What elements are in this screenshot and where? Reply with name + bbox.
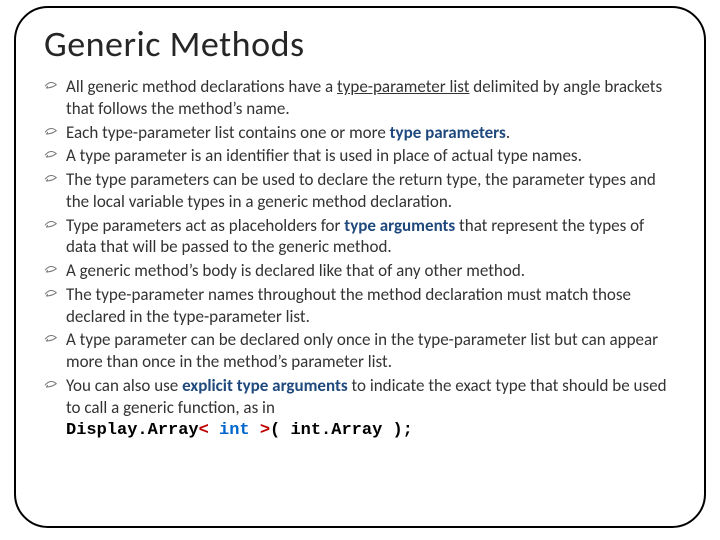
text-run: A type parameter is an identifier that i…: [66, 145, 582, 166]
text-run: Each type-parameter list contains one or…: [66, 122, 390, 143]
key-term: explicit type arguments: [182, 375, 348, 396]
list-item: Type parameters act as placeholders for …: [44, 215, 676, 259]
slide-title: Generic Methods: [44, 22, 676, 66]
text-run: A generic method’s body is declared like…: [66, 260, 525, 281]
code-line: Display.Array< int >( int.Array );: [44, 420, 676, 442]
text-run: The type-parameter names throughout the …: [66, 284, 631, 327]
list-item: A type parameter is an identifier that i…: [44, 145, 676, 167]
code-token: >: [260, 421, 270, 440]
slide: Generic Methods All generic method decla…: [0, 0, 720, 540]
list-item: The type parameters can be used to decla…: [44, 169, 676, 213]
text-run: All generic method declarations have a: [66, 76, 337, 97]
list-item: A generic method’s body is declared like…: [44, 260, 676, 282]
text-run: You can also use: [66, 375, 182, 396]
text-run: Type parameters act as placeholders for: [66, 215, 344, 236]
code-token: Display.Array: [66, 421, 199, 440]
text-run: The type parameters can be used to decla…: [66, 169, 656, 212]
code-token: <: [199, 421, 209, 440]
key-term: type arguments: [344, 215, 455, 236]
list-item: Each type-parameter list contains one or…: [44, 122, 676, 144]
list-item: A type parameter can be declared only on…: [44, 329, 676, 373]
key-term: type parameters: [390, 122, 506, 143]
code-token: ( int.Array );: [270, 421, 413, 440]
list-item: The type-parameter names throughout the …: [44, 284, 676, 328]
code-token: int: [209, 421, 260, 440]
list-item: All generic method declarations have a t…: [44, 76, 676, 120]
text-run: A type parameter can be declared only on…: [66, 329, 658, 372]
list-item: You can also use explicit type arguments…: [44, 375, 676, 419]
text-run: .: [506, 122, 510, 143]
underlined-term: type-parameter list: [337, 76, 469, 97]
slide-frame: Generic Methods All generic method decla…: [14, 6, 706, 528]
bullet-list: All generic method declarations have a t…: [44, 76, 676, 418]
